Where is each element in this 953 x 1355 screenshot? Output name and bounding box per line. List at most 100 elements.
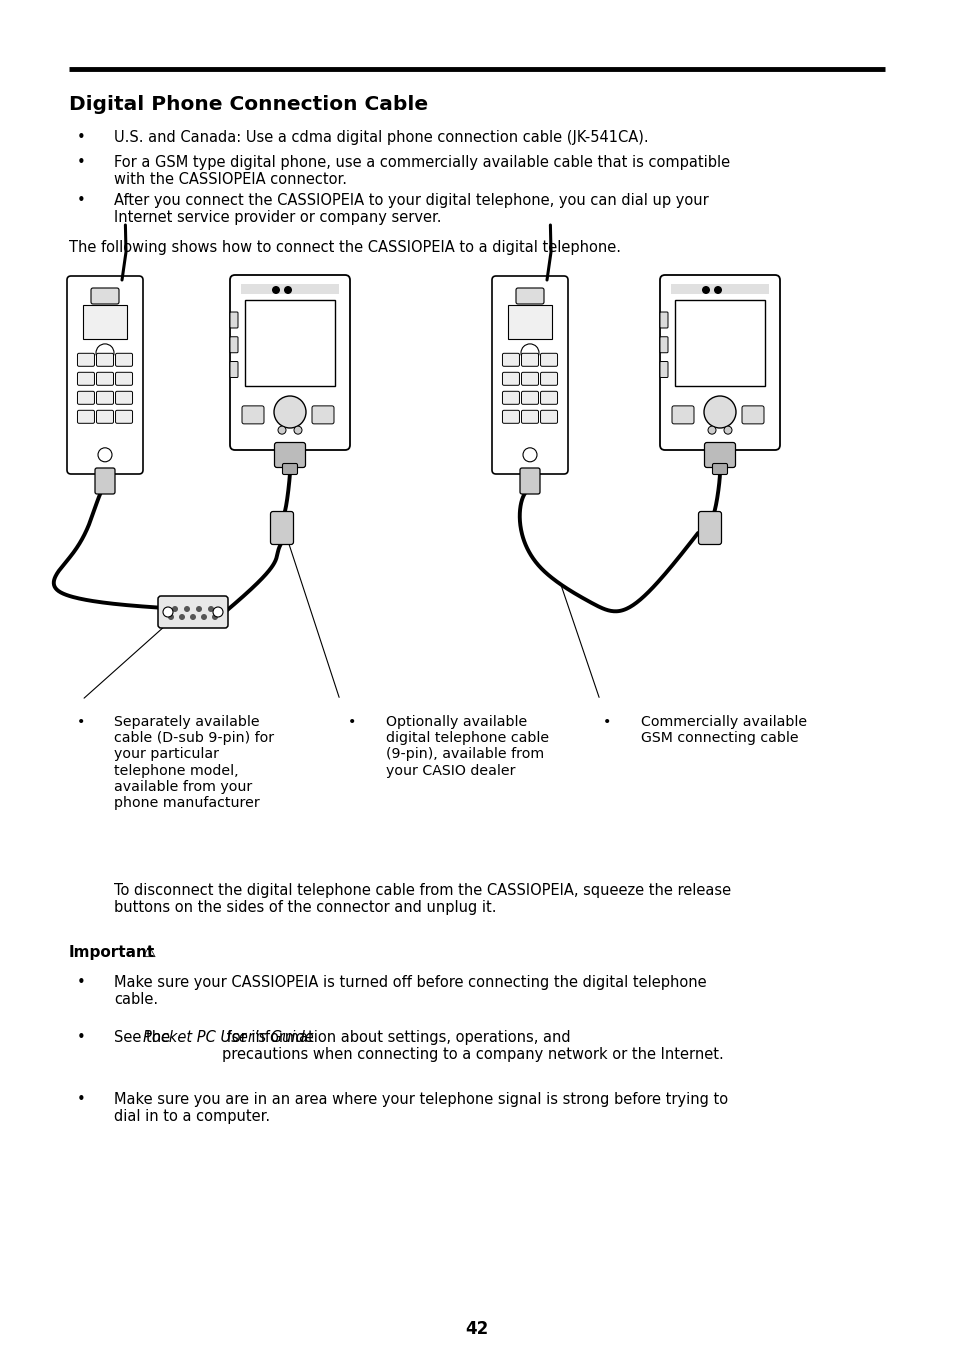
- Text: •: •: [348, 715, 356, 729]
- FancyBboxPatch shape: [540, 373, 557, 385]
- FancyBboxPatch shape: [230, 362, 237, 378]
- FancyBboxPatch shape: [271, 511, 294, 545]
- FancyBboxPatch shape: [242, 406, 264, 424]
- FancyBboxPatch shape: [77, 373, 94, 385]
- Circle shape: [701, 286, 709, 294]
- Circle shape: [96, 344, 113, 362]
- Text: •: •: [76, 1030, 86, 1045]
- FancyBboxPatch shape: [659, 362, 667, 378]
- Text: •: •: [602, 715, 611, 729]
- Circle shape: [163, 607, 172, 617]
- FancyBboxPatch shape: [540, 411, 557, 423]
- Text: Make sure you are in an area where your telephone signal is strong before trying: Make sure you are in an area where your …: [114, 1092, 728, 1125]
- FancyBboxPatch shape: [115, 392, 132, 404]
- FancyBboxPatch shape: [91, 289, 119, 304]
- Bar: [241, 285, 338, 294]
- Text: Separately available
cable (D-sub 9-pin) for
your particular
telephone model,
av: Separately available cable (D-sub 9-pin)…: [114, 715, 274, 810]
- FancyBboxPatch shape: [77, 411, 94, 423]
- FancyBboxPatch shape: [282, 463, 297, 474]
- FancyBboxPatch shape: [115, 411, 132, 423]
- FancyBboxPatch shape: [230, 337, 237, 352]
- Text: •: •: [76, 976, 86, 991]
- FancyBboxPatch shape: [712, 463, 727, 474]
- Circle shape: [179, 614, 185, 621]
- Text: •: •: [76, 130, 86, 145]
- FancyBboxPatch shape: [115, 373, 132, 385]
- Circle shape: [707, 427, 716, 434]
- Circle shape: [277, 427, 286, 434]
- Bar: [670, 285, 768, 294]
- Circle shape: [284, 286, 292, 294]
- Text: for information about settings, operations, and
precautions when connecting to a: for information about settings, operatio…: [222, 1030, 723, 1062]
- Circle shape: [294, 427, 302, 434]
- FancyBboxPatch shape: [741, 406, 763, 424]
- FancyBboxPatch shape: [698, 511, 720, 545]
- FancyBboxPatch shape: [274, 443, 305, 467]
- Circle shape: [713, 286, 721, 294]
- Text: •: •: [76, 192, 86, 209]
- FancyBboxPatch shape: [521, 392, 537, 404]
- Circle shape: [522, 447, 537, 462]
- FancyBboxPatch shape: [659, 275, 780, 450]
- FancyBboxPatch shape: [521, 354, 537, 366]
- FancyBboxPatch shape: [77, 392, 94, 404]
- Text: •: •: [76, 1092, 86, 1107]
- FancyBboxPatch shape: [96, 354, 113, 366]
- Text: Important: Important: [69, 944, 154, 959]
- Circle shape: [520, 344, 538, 362]
- Circle shape: [272, 286, 280, 294]
- FancyBboxPatch shape: [67, 276, 143, 474]
- FancyBboxPatch shape: [158, 596, 228, 627]
- FancyBboxPatch shape: [115, 354, 132, 366]
- Text: For a GSM type digital phone, use a commercially available cable that is compati: For a GSM type digital phone, use a comm…: [114, 154, 730, 187]
- FancyBboxPatch shape: [521, 411, 537, 423]
- Text: Optionally available
digital telephone cable
(9-pin), available from
your CASIO : Optionally available digital telephone c…: [385, 715, 548, 778]
- FancyBboxPatch shape: [230, 275, 350, 450]
- Text: The following shows how to connect the CASSIOPEIA to a digital telephone.: The following shows how to connect the C…: [69, 240, 620, 255]
- Bar: [83, 305, 127, 339]
- Text: Pocket PC User’s Guide: Pocket PC User’s Guide: [143, 1030, 314, 1045]
- FancyBboxPatch shape: [95, 467, 115, 495]
- Text: 42: 42: [465, 1320, 488, 1337]
- Bar: [675, 299, 764, 386]
- Circle shape: [168, 614, 173, 621]
- FancyBboxPatch shape: [96, 411, 113, 423]
- Circle shape: [274, 396, 306, 428]
- Text: After you connect the CASSIOPEIA to your digital telephone, you can dial up your: After you connect the CASSIOPEIA to your…: [114, 192, 708, 225]
- Circle shape: [190, 614, 195, 621]
- Text: •: •: [76, 715, 85, 729]
- FancyBboxPatch shape: [540, 392, 557, 404]
- Circle shape: [201, 614, 207, 621]
- Circle shape: [212, 614, 218, 621]
- FancyBboxPatch shape: [540, 354, 557, 366]
- FancyBboxPatch shape: [516, 289, 543, 304]
- Circle shape: [208, 606, 213, 612]
- FancyBboxPatch shape: [312, 406, 334, 424]
- Text: U.S. and Canada: Use a cdma digital phone connection cable (JK-541CA).: U.S. and Canada: Use a cdma digital phon…: [114, 130, 648, 145]
- Bar: [507, 305, 552, 339]
- Circle shape: [195, 606, 202, 612]
- FancyBboxPatch shape: [502, 373, 519, 385]
- Text: Digital Phone Connection Cable: Digital Phone Connection Cable: [69, 95, 427, 114]
- Circle shape: [723, 427, 731, 434]
- FancyBboxPatch shape: [502, 392, 519, 404]
- FancyBboxPatch shape: [230, 312, 237, 328]
- Text: ⚠: ⚠: [142, 944, 156, 959]
- FancyBboxPatch shape: [96, 373, 113, 385]
- Circle shape: [184, 606, 190, 612]
- FancyBboxPatch shape: [492, 276, 567, 474]
- Circle shape: [213, 607, 223, 617]
- Circle shape: [703, 396, 735, 428]
- FancyBboxPatch shape: [502, 354, 519, 366]
- FancyBboxPatch shape: [659, 337, 667, 352]
- FancyBboxPatch shape: [659, 312, 667, 328]
- Text: See the: See the: [114, 1030, 175, 1045]
- Text: Commercially available
GSM connecting cable: Commercially available GSM connecting ca…: [640, 715, 806, 745]
- Text: To disconnect the digital telephone cable from the CASSIOPEIA, squeeze the relea: To disconnect the digital telephone cabl…: [114, 883, 731, 916]
- FancyBboxPatch shape: [502, 411, 519, 423]
- FancyBboxPatch shape: [519, 467, 539, 495]
- Text: •: •: [76, 154, 86, 169]
- FancyBboxPatch shape: [77, 354, 94, 366]
- Circle shape: [98, 447, 112, 462]
- FancyBboxPatch shape: [521, 373, 537, 385]
